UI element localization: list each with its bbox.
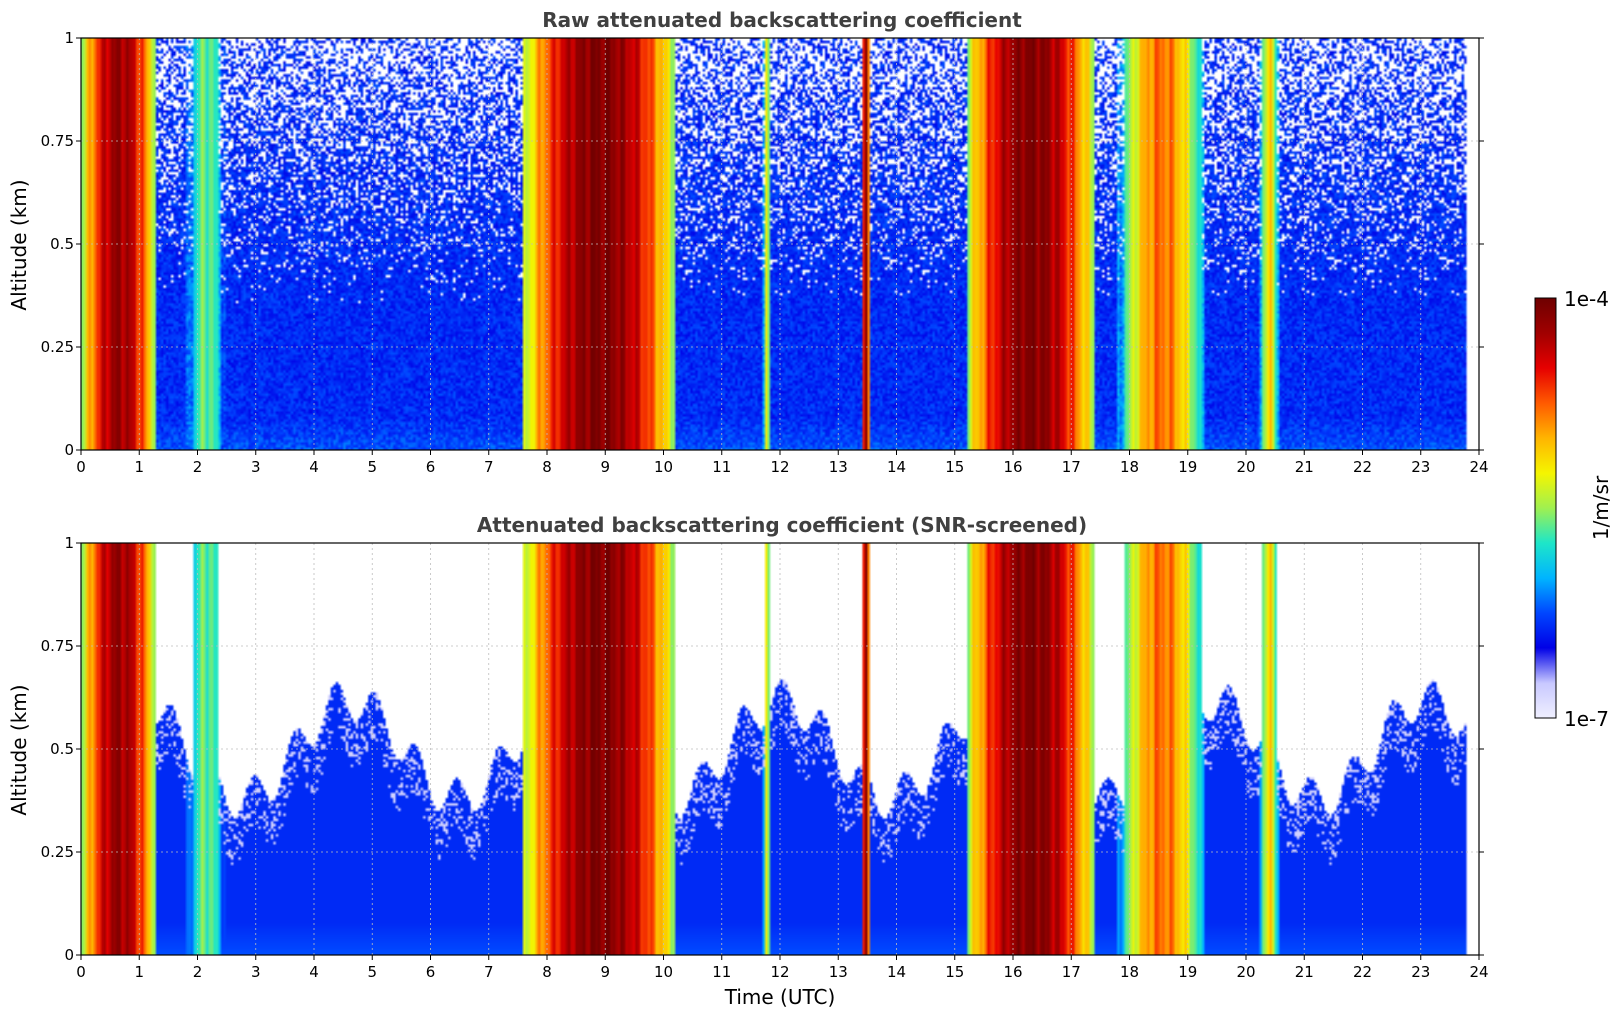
- colorbar-max-label: 1e-4: [1564, 287, 1609, 311]
- panel-screened-x-tick-label: 3: [251, 963, 261, 981]
- panel-screened-x-tick-label: 19: [1178, 963, 1197, 981]
- panel-raw-x-tick-label: 11: [712, 458, 731, 476]
- panel-screened-x-tick-label: 24: [1469, 963, 1488, 981]
- panel-screened-x-tick-label: 2: [193, 963, 203, 981]
- panel-screened-x-tick-label: 23: [1411, 963, 1430, 981]
- panel-raw-y-tick-label: 0.75: [41, 132, 74, 150]
- panel-raw-x-tick-label: 5: [367, 458, 377, 476]
- panel-screened-y-axis-label: Altitude (km): [7, 684, 31, 815]
- panel-raw-y-tick-label: 0.25: [41, 338, 74, 356]
- panel-raw-x-tick-label: 7: [484, 458, 494, 476]
- panel-raw-x-tick-label: 0: [76, 458, 86, 476]
- colorbar: 1e-4 1e-7 1/m/sr: [1534, 287, 1613, 731]
- panel-screened-x-tick-label: 6: [426, 963, 436, 981]
- panel-screened-x-tick-label: 4: [309, 963, 319, 981]
- panel-screened-x-tick-label: 17: [1062, 963, 1081, 981]
- panel-screened-x-tick-label: 16: [1003, 963, 1022, 981]
- panel-raw-title: Raw attenuated backscattering coefficien…: [542, 8, 1022, 32]
- panel-raw-x-tick-label: 18: [1120, 458, 1139, 476]
- panel-screened-x-ticks: 0 1 2 3 4 5 6 7 8 9 10 11 12 13 14 15 16 17 18 19 20 21 22 23 24: [76, 955, 1489, 981]
- panel-screened-x-tick-label: 10: [654, 963, 673, 981]
- panel-screened-x-tick-label: 21: [1295, 963, 1314, 981]
- panel-raw-x-tick-label: 24: [1469, 458, 1488, 476]
- panel-raw-x-tick-label: 19: [1178, 458, 1197, 476]
- panel-screened-x-tick-label: 1: [134, 963, 144, 981]
- panel-screened-x-tick-label: 14: [887, 963, 906, 981]
- panel-screened-x-tick-label: 22: [1353, 963, 1372, 981]
- panel-screened-x-tick-label: 9: [600, 963, 610, 981]
- panel-screened-y-tick-label: 0.75: [41, 637, 74, 655]
- panel-screened-y-tick-label: 0.5: [50, 740, 74, 758]
- panel-raw-x-tick-label: 14: [887, 458, 906, 476]
- panel-raw-x-tick-label: 8: [542, 458, 552, 476]
- panel-screened: Attenuated backscattering coefficient (S…: [7, 513, 1489, 1009]
- panel-raw-x-tick-label: 15: [945, 458, 964, 476]
- panel-raw-y-ticks: 0 0.25 0.5 0.75 1: [41, 29, 1484, 459]
- panel-screened-x-tick-label: 18: [1120, 963, 1139, 981]
- panel-raw-x-tick-label: 17: [1062, 458, 1081, 476]
- panel-raw-x-tick-label: 10: [654, 458, 673, 476]
- panel-screened-x-tick-label: 13: [829, 963, 848, 981]
- panel-raw-x-tick-label: 13: [829, 458, 848, 476]
- panel-raw: Raw attenuated backscattering coefficien…: [7, 8, 1489, 476]
- panel-raw-y-tick-label: 1: [64, 29, 74, 47]
- colorbar-unit-label: 1/m/sr: [1589, 475, 1613, 540]
- colorbar-ramp: [1534, 297, 1557, 719]
- panel-raw-x-tick-label: 3: [251, 458, 261, 476]
- panel-screened-x-tick-label: 15: [945, 963, 964, 981]
- panel-screened-x-tick-label: 11: [712, 963, 731, 981]
- panel-screened-title: Attenuated backscattering coefficient (S…: [477, 513, 1087, 537]
- panel-screened-y-ticks: 0 0.25 0.5 0.75 1: [41, 534, 1484, 964]
- panel-screened-y-tick-label: 1: [64, 534, 74, 552]
- panel-screened-x-tick-label: 5: [367, 963, 377, 981]
- panel-screened-x-tick-label: 0: [76, 963, 86, 981]
- panel-raw-x-tick-label: 4: [309, 458, 319, 476]
- panel-raw-x-tick-label: 20: [1236, 458, 1255, 476]
- panel-raw-x-tick-label: 16: [1003, 458, 1022, 476]
- panel-screened-x-tick-label: 20: [1236, 963, 1255, 981]
- panel-screened-y-tick-label: 0.25: [41, 843, 74, 861]
- panel-screened-y-tick-label: 0: [64, 946, 74, 964]
- panel-raw-x-tick-label: 1: [134, 458, 144, 476]
- panel-raw-x-tick-label: 22: [1353, 458, 1372, 476]
- panel-raw-y-axis-label: Altitude (km): [7, 179, 31, 310]
- panel-screened-x-tick-label: 12: [770, 963, 789, 981]
- panel-raw-x-tick-label: 9: [600, 458, 610, 476]
- panel-screened-x-tick-label: 8: [542, 963, 552, 981]
- panel-raw-grid: [81, 38, 1479, 450]
- panel-screened-grid: [81, 543, 1479, 955]
- panel-screened-x-tick-label: 7: [484, 963, 494, 981]
- panel-raw-y-tick-label: 0: [64, 441, 74, 459]
- panel-raw-y-tick-label: 0.5: [50, 235, 74, 253]
- panel-raw-x-tick-label: 21: [1295, 458, 1314, 476]
- panel-raw-x-ticks: 0 1 2 3 4 5 6 7 8 9 10 11 12 13 14 15 16 17 18 19 20 21 22 23 24: [76, 450, 1489, 476]
- panel-raw-x-tick-label: 6: [426, 458, 436, 476]
- panel-raw-x-tick-label: 23: [1411, 458, 1430, 476]
- panel-screened-x-axis-label: Time (UTC): [724, 985, 836, 1009]
- panel-raw-x-tick-label: 2: [193, 458, 203, 476]
- panel-raw-x-tick-label: 12: [770, 458, 789, 476]
- colorbar-min-label: 1e-7: [1564, 707, 1609, 731]
